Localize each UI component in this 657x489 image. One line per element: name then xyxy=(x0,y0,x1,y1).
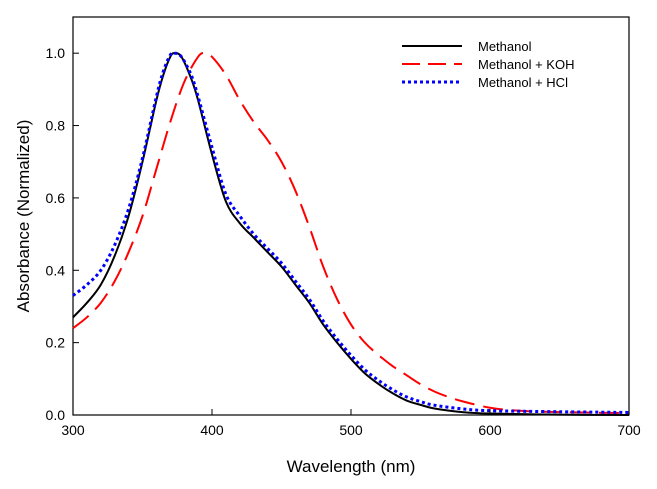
x-tick-label: 500 xyxy=(339,422,363,438)
series-line-methanol-koh xyxy=(72,52,630,415)
x-axis-ticks: 300 400 500 600 700 xyxy=(61,409,641,438)
y-axis-title: Absorbance (Normalized) xyxy=(14,120,33,313)
series-layer xyxy=(72,51,630,416)
legend-label: Methanol + KOH xyxy=(478,57,574,72)
y-tick-label: 1.0 xyxy=(46,45,66,61)
series-line-methanol xyxy=(72,52,630,416)
y-tick-label: 0.4 xyxy=(46,262,66,278)
x-axis-title: Wavelength (nm) xyxy=(287,457,416,476)
x-tick-label: 600 xyxy=(478,422,502,438)
legend: Methanol Methanol + KOH Methanol + HCl xyxy=(402,39,574,90)
y-tick-label: 0.6 xyxy=(46,190,66,206)
y-axis-ticks: 0.0 0.2 0.4 0.6 0.8 1.0 xyxy=(46,45,79,423)
legend-label: Methanol xyxy=(478,39,532,54)
series-line-methanol-hcl xyxy=(72,51,630,414)
y-tick-label: 0.8 xyxy=(46,118,66,134)
x-tick-label: 300 xyxy=(61,422,85,438)
y-tick-label: 0.0 xyxy=(46,407,66,423)
y-tick-label: 0.2 xyxy=(46,335,66,351)
x-tick-label: 700 xyxy=(617,422,641,438)
legend-label: Methanol + HCl xyxy=(478,75,568,90)
x-tick-label: 400 xyxy=(200,422,224,438)
